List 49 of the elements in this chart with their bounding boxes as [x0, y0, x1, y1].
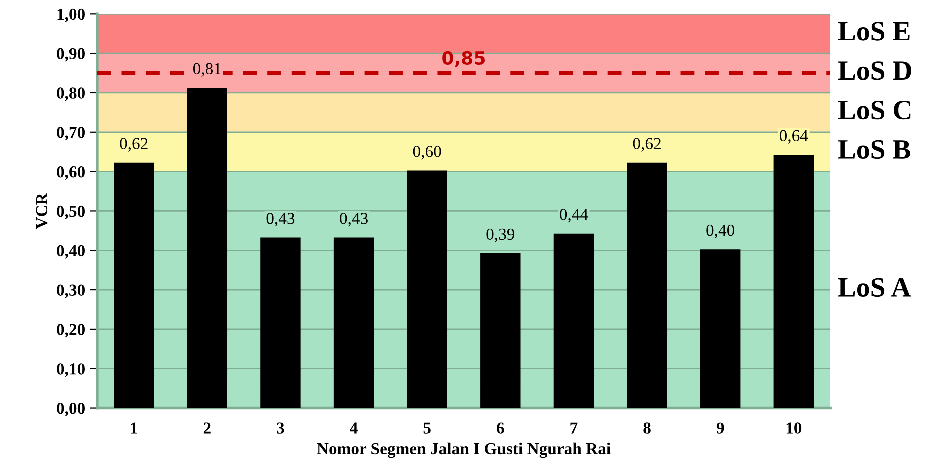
bar: [407, 170, 448, 408]
bar: [700, 250, 741, 408]
x-tick-label: 7: [570, 422, 578, 434]
band-label: LoS A: [838, 278, 912, 297]
x-tick-label: 5: [424, 422, 431, 434]
x-tick-label: 1: [131, 422, 138, 434]
y-tick-label: 0,60: [57, 166, 85, 180]
y-tick-label: 0,20: [57, 324, 85, 338]
x-tick-label: 6: [497, 422, 504, 434]
x-tick-label: 9: [716, 422, 724, 434]
data-label: 0,43: [266, 213, 295, 227]
band-label: LoS C: [838, 100, 911, 120]
y-tick-label: 0,70: [57, 127, 85, 141]
y-tick-label: 0,30: [57, 284, 85, 298]
data-label: 0,40: [706, 224, 735, 239]
y-tick-label: 0,90: [57, 48, 85, 62]
y-axis-title: VCR: [36, 193, 48, 230]
data-label: 0,64: [780, 130, 808, 144]
y-tick-label: 0,50: [57, 206, 85, 220]
y-tick-label: 0,40: [57, 245, 85, 259]
y-tick-label: 0,10: [57, 364, 85, 378]
x-axis-title: Nomor Segmen Jalan I Gusti Ngurah Rai: [317, 442, 611, 458]
data-label: 0,44: [560, 209, 588, 223]
bar: [114, 162, 154, 408]
band-label: LoS D: [838, 62, 912, 80]
bar: [260, 238, 301, 408]
x-tick-label: 8: [644, 422, 651, 434]
y-tick-label: 0,00: [57, 402, 85, 417]
x-tick-label: 2: [204, 422, 211, 434]
data-label: 0,62: [633, 138, 661, 152]
data-label: 0,60: [413, 146, 442, 160]
band-label: LoS E: [838, 22, 910, 41]
data-label: 0,43: [340, 213, 368, 227]
data-label: 0,39: [486, 228, 515, 242]
bar: [334, 238, 374, 408]
data-label: 0,81: [193, 63, 221, 77]
bar: [627, 162, 668, 408]
x-tick-label: 3: [277, 422, 284, 434]
ref-line-label: 0,85: [442, 51, 486, 68]
y-tick-label: 0,80: [57, 88, 85, 102]
bar: [774, 155, 814, 408]
data-label: 0,62: [120, 138, 148, 152]
bar: [480, 254, 521, 408]
x-tick-label: 4: [350, 422, 358, 434]
x-tick-label: 10: [786, 422, 802, 434]
bar: [187, 88, 228, 408]
y-tick-label: 1,00: [58, 8, 85, 23]
bar: [554, 234, 594, 408]
band-label: LoS B: [838, 140, 910, 160]
